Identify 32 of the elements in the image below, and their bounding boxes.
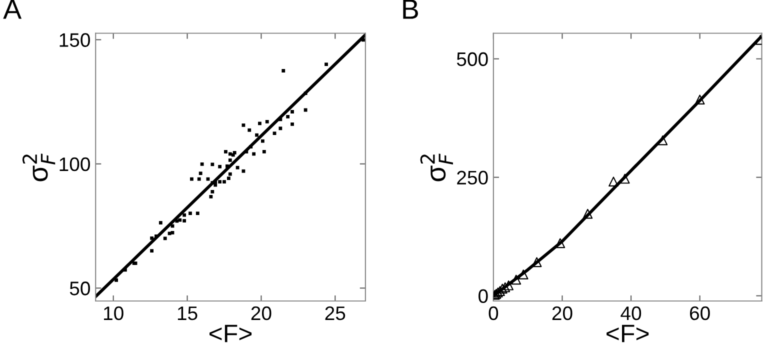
x-tick-label: 40 — [620, 306, 642, 320]
x-axis-title: <F> — [210, 324, 252, 342]
point — [497, 284, 508, 294]
y-tick-label: 250 — [457, 170, 488, 185]
y-tick-label: 0 — [478, 289, 488, 304]
x-tick-label: 25 — [325, 306, 346, 320]
y-axis-title: σ$^{2}$$_{F}$ — [420, 154, 453, 182]
point — [658, 135, 668, 146]
y-tick-label: 100 — [60, 157, 90, 172]
y-axis-title: σ$^{2}$$_{F}$ — [22, 154, 56, 182]
point — [518, 270, 528, 280]
x-tick-label: 0 — [488, 306, 498, 320]
point — [694, 94, 705, 105]
point — [504, 280, 514, 290]
y-tick-label: 500 — [456, 52, 488, 66]
chart-title: A — [3, 0, 22, 19]
point — [620, 174, 630, 184]
point — [532, 257, 542, 268]
x-axis-title: <F> — [606, 324, 649, 342]
point — [555, 238, 566, 248]
x-tick-label: 20 — [552, 306, 572, 320]
point — [500, 282, 510, 292]
chart-title: B — [403, 0, 418, 19]
x-tick-label: 20 — [251, 306, 272, 320]
x-tick-label: 10 — [104, 306, 124, 320]
x-tick-label: 60 — [690, 306, 710, 320]
x-tick-label: 15 — [178, 306, 198, 320]
point — [511, 274, 522, 285]
y-tick-label: 150 — [60, 33, 90, 47]
y-tick-label: 50 — [70, 282, 90, 296]
point — [582, 208, 593, 219]
point — [608, 176, 618, 187]
